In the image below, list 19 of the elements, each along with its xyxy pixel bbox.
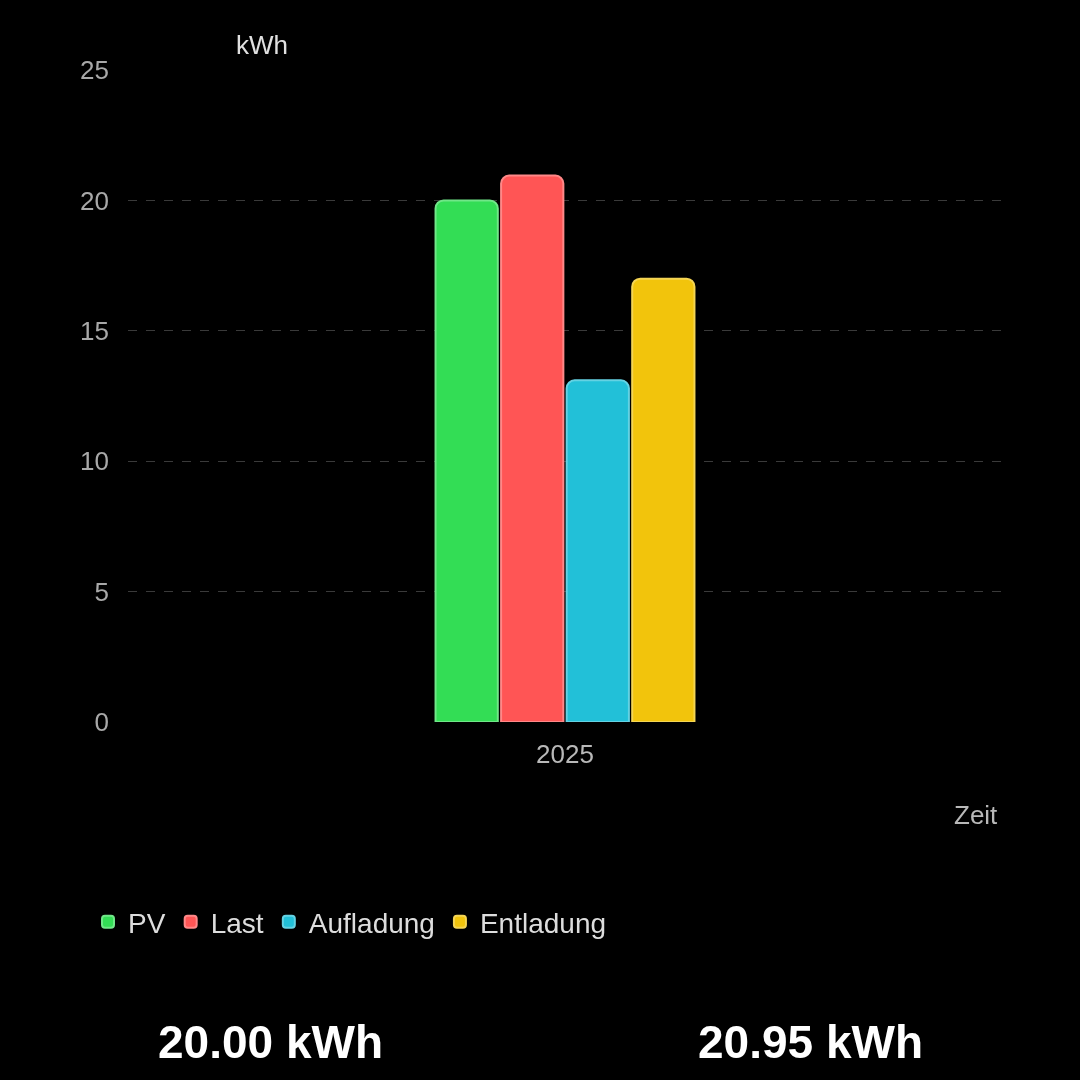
text: 20.95 kWh (698, 1016, 923, 1068)
x-tick-label: 2025 (536, 739, 594, 769)
y-tick-label: 5 (94, 576, 109, 607)
y-tick-label: 15 (80, 315, 109, 346)
legend-label: Entladung (479, 907, 607, 939)
y-tick-label: 0 (94, 707, 109, 738)
legend-label: PV (128, 907, 166, 939)
bar (500, 174, 565, 722)
bar (565, 379, 630, 722)
y-tick-label: 20 (80, 185, 109, 216)
y-tick-label: 25 (80, 55, 109, 86)
legend-label: Last (210, 907, 264, 939)
y-axis-title: kWh (236, 30, 288, 60)
text: 20.00 kWh (158, 1016, 383, 1068)
x-axis-title: Zeit (954, 800, 999, 830)
legend-label: Aufladung (308, 907, 435, 939)
y-tick-label: 10 (80, 446, 109, 477)
bar (434, 199, 499, 722)
bar (631, 277, 696, 722)
